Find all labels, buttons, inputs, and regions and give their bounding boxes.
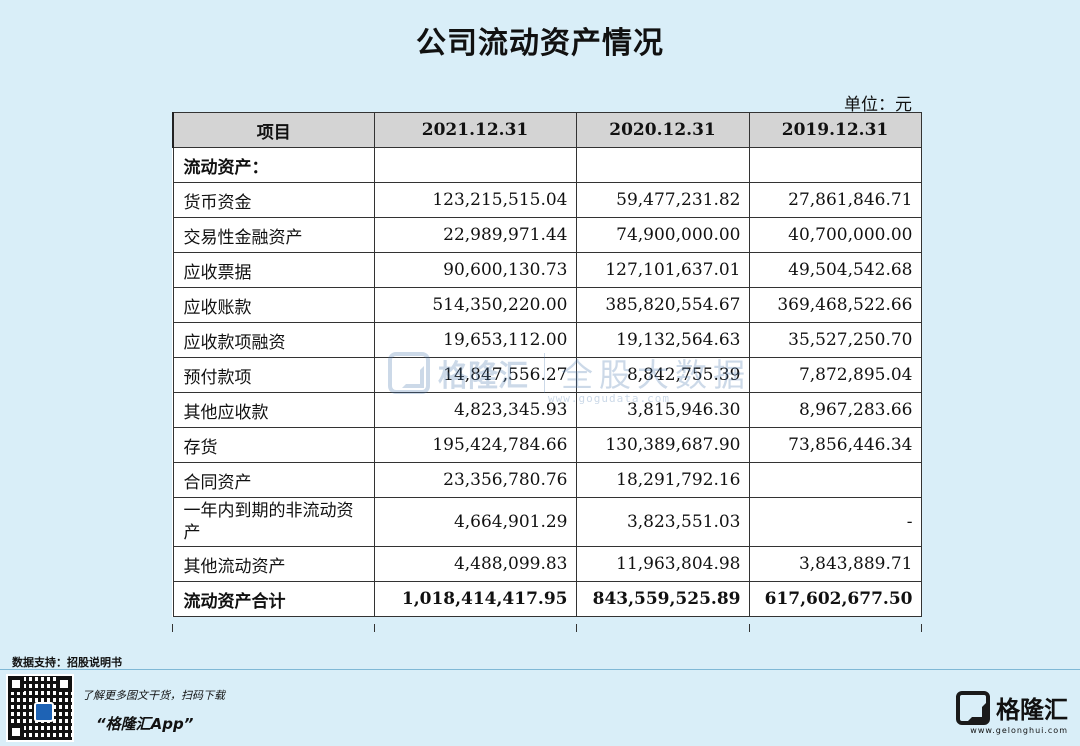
value-2019: 40,700,000.00 bbox=[748, 217, 922, 253]
promo-text: 了解更多图文干货，扫码下载 bbox=[82, 689, 225, 702]
value-2020: 74,900,000.00 bbox=[575, 217, 750, 253]
table-row: 交易性金融资产 22,989,971.44 74,900,000.00 40,700,… bbox=[172, 217, 922, 253]
value-2019: 3,843,889.71 bbox=[748, 546, 922, 582]
table-row: 预付款项 14,847,556.27 8,842,755.39 7,872,895.0… bbox=[172, 357, 922, 393]
value-2021: 195,424,784.66 bbox=[373, 427, 577, 463]
table-row: 货币资金 123,215,515.04 59,477,231.82 27,861,84… bbox=[172, 182, 922, 218]
value-2019: 35,527,250.70 bbox=[748, 322, 922, 358]
value-2021: 4,823,345.93 bbox=[373, 392, 577, 428]
row-label: 一年内到期的非流动资产 bbox=[172, 497, 375, 547]
value-2021: 514,350,220.00 bbox=[373, 287, 577, 323]
header-2020: 2020.12.31 bbox=[575, 112, 750, 148]
table-row: 应收票据 90,600,130.73 127,101,637.01 49,504,54… bbox=[172, 252, 922, 288]
data-source: 数据支持：招股说明书 bbox=[12, 656, 122, 669]
value-2020: 843,559,525.89 bbox=[575, 581, 750, 617]
qr-code-icon bbox=[6, 674, 74, 742]
table-row: 一年内到期的非流动资产 4,664,901.29 3,823,551.03- bbox=[172, 497, 922, 547]
value-2020: 11,963,804.98 bbox=[575, 546, 750, 582]
value-2019: 7,872,895.04 bbox=[748, 357, 922, 393]
value-2021: 4,664,901.29 bbox=[373, 497, 577, 547]
header-2021: 2021.12.31 bbox=[373, 112, 577, 148]
row-label: 存货 bbox=[172, 427, 375, 463]
row-label: 应收款项融资 bbox=[172, 322, 375, 358]
value-2020: 59,477,231.82 bbox=[575, 182, 750, 218]
row-label: 合同资产 bbox=[172, 462, 375, 498]
value-2021: 123,215,515.04 bbox=[373, 182, 577, 218]
value-2021: 1,018,414,417.95 bbox=[373, 581, 577, 617]
page-title: 公司流动资产情况 bbox=[416, 26, 664, 61]
brand-url: www.gelonghui.com bbox=[970, 726, 1068, 735]
table-row: 合同资产 23,356,780.76 18,291,792.16 bbox=[172, 462, 922, 498]
section-label: 流动资产： bbox=[172, 147, 375, 183]
section-row: 流动资产： bbox=[172, 147, 922, 183]
value-2020: 127,101,637.01 bbox=[575, 252, 750, 288]
table-row: 其他流动资产 4,488,099.83 11,963,804.98 3,843,889… bbox=[172, 546, 922, 582]
value-2020: 8,842,755.39 bbox=[575, 357, 750, 393]
header-item: 项目 bbox=[172, 112, 375, 148]
row-label: 交易性金融资产 bbox=[172, 217, 375, 253]
row-label: 应收票据 bbox=[172, 252, 375, 288]
row-label: 应收账款 bbox=[172, 287, 375, 323]
table-row: 其他应收款 4,823,345.93 3,815,946.30 8,967,283.6… bbox=[172, 392, 922, 428]
total-row: 流动资产合计 1,018,414,417.95 843,559,525.89 617,… bbox=[172, 581, 922, 617]
table-header-row: 项目 2021.12.31 2020.12.31 2019.12.31 bbox=[172, 112, 922, 148]
value-2019: 369,468,522.66 bbox=[748, 287, 922, 323]
table-tail bbox=[172, 624, 922, 632]
value-2021: 23,356,780.76 bbox=[373, 462, 577, 498]
value-2019 bbox=[748, 462, 922, 498]
row-label: 其他流动资产 bbox=[172, 546, 375, 582]
brand-logo-icon bbox=[956, 690, 990, 725]
row-label: 货币资金 bbox=[172, 182, 375, 218]
value-2019: - bbox=[748, 497, 922, 547]
promo-app-name: “格隆汇App” bbox=[96, 715, 194, 733]
row-label: 流动资产合计 bbox=[172, 581, 375, 617]
value-2020: 18,291,792.16 bbox=[575, 462, 750, 498]
header-2019: 2019.12.31 bbox=[748, 112, 922, 148]
table-row: 存货 195,424,784.66 130,389,687.90 73,856,446… bbox=[172, 427, 922, 463]
table-row: 应收账款 514,350,220.00 385,820,554.67 369,468,… bbox=[172, 287, 922, 323]
footer-divider bbox=[0, 669, 1080, 670]
value-2020: 19,132,564.63 bbox=[575, 322, 750, 358]
value-2019: 73,856,446.34 bbox=[748, 427, 922, 463]
current-assets-table: 项目 2021.12.31 2020.12.31 2019.12.31 流动资产… bbox=[172, 112, 922, 617]
unit-label: 单位：元 bbox=[844, 95, 912, 115]
value-2021: 14,847,556.27 bbox=[373, 357, 577, 393]
value-2019: 8,967,283.66 bbox=[748, 392, 922, 428]
row-label: 其他应收款 bbox=[172, 392, 375, 428]
value-2021: 19,653,112.00 bbox=[373, 322, 577, 358]
value-2020: 3,823,551.03 bbox=[575, 497, 750, 547]
value-2021: 90,600,130.73 bbox=[373, 252, 577, 288]
row-label: 预付款项 bbox=[172, 357, 375, 393]
value-2021: 4,488,099.83 bbox=[373, 546, 577, 582]
value-2020: 130,389,687.90 bbox=[575, 427, 750, 463]
value-2020: 3,815,946.30 bbox=[575, 392, 750, 428]
value-2020: 385,820,554.67 bbox=[575, 287, 750, 323]
brand-logo: 格隆汇 www.gelonghui.com bbox=[956, 690, 1068, 735]
value-2019: 49,504,542.68 bbox=[748, 252, 922, 288]
value-2021: 22,989,971.44 bbox=[373, 217, 577, 253]
brand-name: 格隆汇 bbox=[996, 696, 1068, 724]
qr-logo-icon bbox=[34, 702, 54, 722]
value-2019: 27,861,846.71 bbox=[748, 182, 922, 218]
table-row: 应收款项融资 19,653,112.00 19,132,564.63 35,527,2… bbox=[172, 322, 922, 358]
value-2019: 617,602,677.50 bbox=[748, 581, 922, 617]
